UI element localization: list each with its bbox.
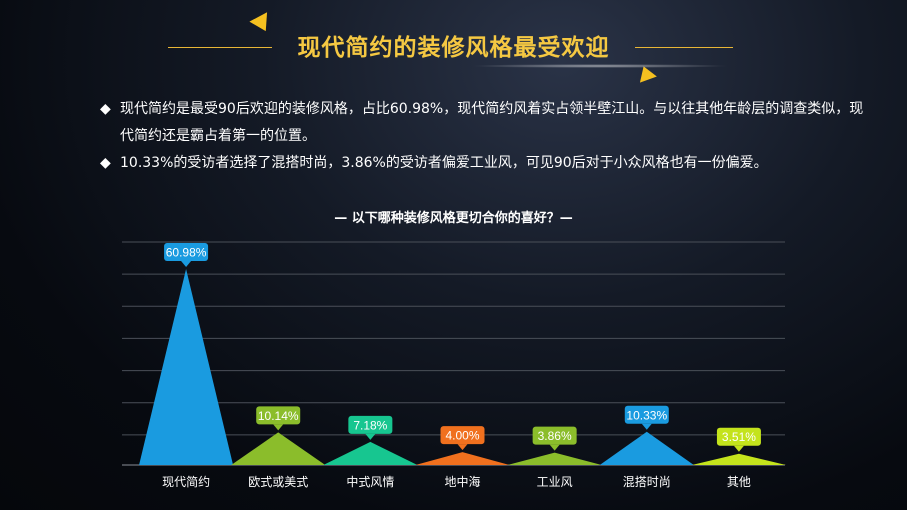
data-label-box <box>348 415 393 434</box>
data-label-pointer <box>733 445 744 452</box>
data-label-pointer <box>181 260 192 267</box>
bullet-text-2: 10.33%的受访者选择了混搭时尚，3.86%的受访者偏爱工业风，可见90后对于… <box>120 155 768 171</box>
data-label-text: 60.98% <box>166 245 207 259</box>
data-label-pointer <box>273 424 284 431</box>
category-label: 欧式或美式 <box>248 475 308 489</box>
data-label: 4.00% <box>440 426 485 451</box>
title-left-line <box>168 47 272 48</box>
diamond-icon: ◆ <box>100 101 111 117</box>
data-label-pointer <box>549 444 560 451</box>
data-label-pointer <box>365 433 376 440</box>
data-label: 60.98% <box>164 242 209 267</box>
data-label: 3.51% <box>716 427 761 452</box>
data-label-text: 7.18% <box>353 418 387 432</box>
category-label: 其他 <box>727 475 751 489</box>
peak-mark <box>415 452 510 465</box>
bullet-item-1: ◆ 现代简约是最受90后欢迎的装修风格，占比60.98%，现代简约风着实占领半壁… <box>100 96 870 150</box>
peak-mark <box>323 441 418 465</box>
peak-mark <box>599 431 694 465</box>
peak-mark <box>507 452 602 465</box>
data-label-text: 4.00% <box>445 429 479 443</box>
peak-mark <box>139 268 234 465</box>
data-label: 3.86% <box>532 426 577 451</box>
data-label: 10.33% <box>624 405 669 430</box>
data-label-pointer <box>457 444 468 451</box>
data-label: 7.18% <box>348 415 393 440</box>
page-title: 现代简约的装修风格最受欢迎 <box>297 35 610 61</box>
data-label-pointer <box>641 423 652 430</box>
title-right-line <box>635 47 733 48</box>
bullet-text-1: 现代简约是最受90后欢迎的装修风格，占比60.98%，现代简约风着实占领半壁江山… <box>120 101 864 144</box>
title-row: 现代简约的装修风格最受欢迎 <box>0 22 907 72</box>
data-label-text: 3.86% <box>538 429 572 443</box>
category-label: 地中海 <box>444 474 480 489</box>
category-label: 工业风 <box>537 475 573 489</box>
chart-title: — 以下哪种装修风格更切合你的喜好？— <box>334 211 573 226</box>
data-label-box <box>716 427 761 446</box>
data-label-box <box>256 406 301 425</box>
category-label: 中式风情 <box>346 474 394 489</box>
diamond-icon: ◆ <box>100 155 111 171</box>
data-label-text: 10.14% <box>258 409 299 423</box>
data-label: 10.14% <box>256 406 301 431</box>
summary-bullets: ◆ 现代简约是最受90后欢迎的装修风格，占比60.98%，现代简约风着实占领半壁… <box>100 96 870 177</box>
category-label: 混搭时尚 <box>623 475 671 489</box>
data-label-box <box>532 426 577 445</box>
data-label-box <box>164 242 209 261</box>
category-label: 现代简约 <box>162 474 210 489</box>
bullet-item-2: ◆ 10.33%的受访者选择了混搭时尚，3.86%的受访者偏爱工业风，可见90后… <box>100 150 870 177</box>
peak-mark <box>691 453 786 465</box>
data-label-text: 10.33% <box>626 408 667 422</box>
data-label-box <box>440 426 485 445</box>
title-glow-decoration <box>470 64 730 68</box>
data-label-text: 3.51% <box>722 430 756 444</box>
data-label-box <box>624 405 669 424</box>
peak-mark <box>231 432 326 465</box>
